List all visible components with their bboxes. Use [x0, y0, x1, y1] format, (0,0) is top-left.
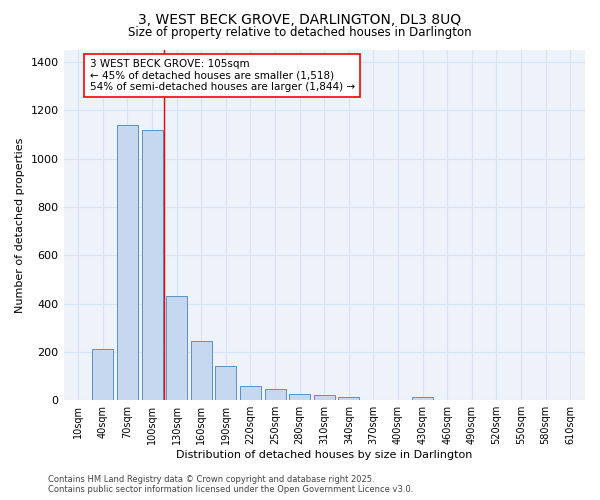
Text: Size of property relative to detached houses in Darlington: Size of property relative to detached ho…: [128, 26, 472, 39]
Bar: [117, 125, 138, 400]
Bar: [289, 394, 310, 400]
Y-axis label: Number of detached properties: Number of detached properties: [15, 138, 25, 313]
Bar: [215, 366, 236, 400]
Text: 3 WEST BECK GROVE: 105sqm
← 45% of detached houses are smaller (1,518)
54% of se: 3 WEST BECK GROVE: 105sqm ← 45% of detac…: [89, 59, 355, 92]
Bar: [240, 386, 261, 400]
Bar: [92, 350, 113, 400]
Bar: [166, 296, 187, 400]
Bar: [191, 341, 212, 400]
Text: Contains HM Land Registry data © Crown copyright and database right 2025.
Contai: Contains HM Land Registry data © Crown c…: [48, 474, 413, 494]
Bar: [314, 396, 335, 400]
Text: 3, WEST BECK GROVE, DARLINGTON, DL3 8UQ: 3, WEST BECK GROVE, DARLINGTON, DL3 8UQ: [139, 12, 461, 26]
Bar: [412, 396, 433, 400]
X-axis label: Distribution of detached houses by size in Darlington: Distribution of detached houses by size …: [176, 450, 472, 460]
Bar: [265, 390, 286, 400]
Bar: [338, 396, 359, 400]
Bar: [142, 130, 163, 400]
